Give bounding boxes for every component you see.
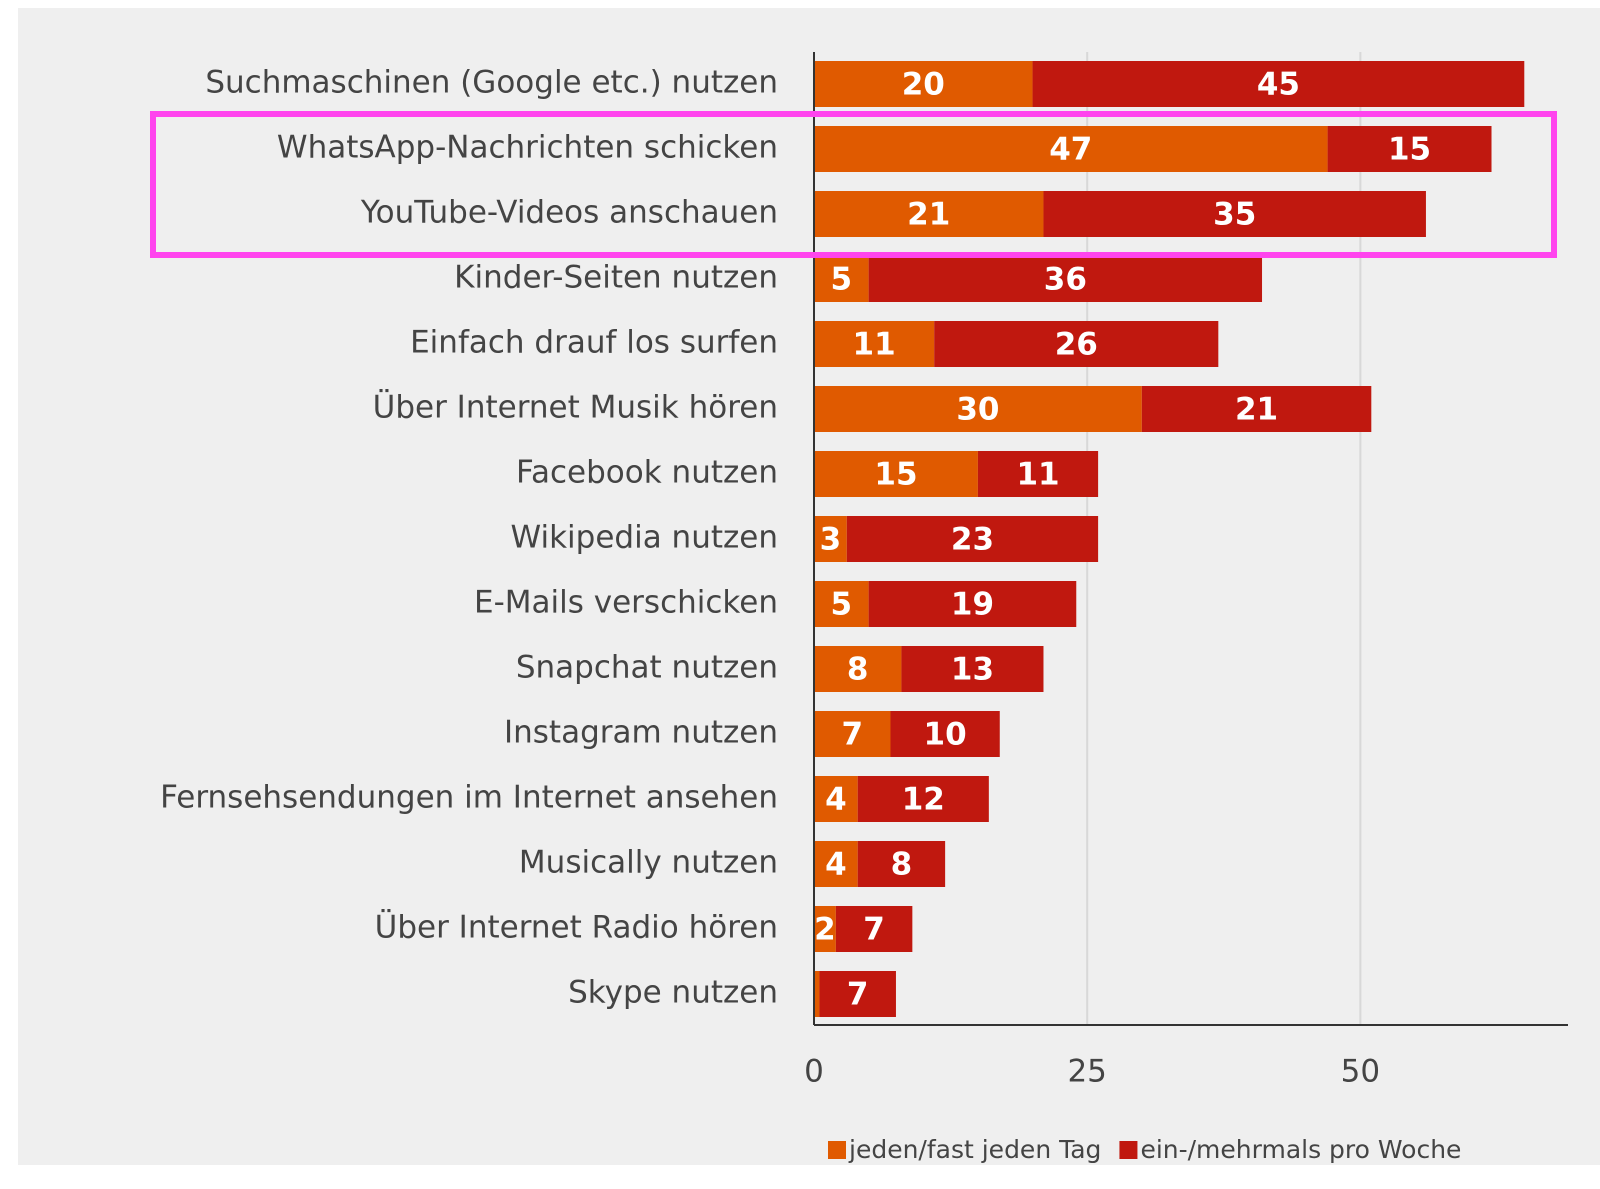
bar-segment — [1141, 386, 1372, 432]
category-label: Musically nutzen — [519, 845, 778, 881]
data-label: 11 — [1016, 457, 1059, 493]
data-label: 21 — [1235, 392, 1278, 428]
bar-segment — [814, 906, 836, 952]
category-label: Snapchat nutzen — [516, 650, 778, 686]
background — [18, 8, 1600, 1165]
bar-segment — [814, 321, 935, 367]
legend-swatch — [1119, 1141, 1138, 1159]
data-label: 4 — [825, 847, 847, 883]
data-label: 13 — [951, 652, 994, 688]
data-label: 11 — [853, 327, 896, 363]
bar-segment — [857, 841, 946, 887]
category-label: YouTube-Videos anschauen — [360, 195, 778, 231]
highlight-box — [150, 111, 1557, 258]
bar-segment — [814, 126, 1328, 172]
data-label: 26 — [1055, 327, 1098, 363]
category-label: Wikipedia nutzen — [511, 520, 778, 556]
bar-segment — [814, 581, 869, 627]
category-label: Kinder-Seiten nutzen — [454, 260, 778, 296]
data-label: 5 — [831, 587, 853, 623]
bar-segment — [868, 256, 1263, 302]
data-label: 12 — [902, 782, 945, 818]
bar-segment — [814, 451, 978, 497]
data-label: 19 — [951, 587, 994, 623]
data-label: 23 — [951, 522, 994, 558]
bar-segment — [1327, 126, 1492, 172]
bar-segment — [1032, 61, 1525, 107]
category-label: Suchmaschinen (Google etc.) nutzen — [205, 65, 778, 101]
data-label: 36 — [1044, 262, 1087, 298]
category-label: Instagram nutzen — [504, 715, 778, 751]
data-label: 15 — [1388, 132, 1431, 168]
bar-segment — [1043, 191, 1426, 237]
bar-segment — [846, 516, 1099, 562]
bar-segment — [977, 451, 1099, 497]
data-label: 7 — [841, 717, 863, 753]
data-label: 5 — [831, 262, 853, 298]
legend-label: ein-/mehrmals pro Woche — [1140, 1135, 1461, 1164]
data-label: 3 — [820, 522, 842, 558]
bar-segment — [814, 256, 869, 302]
category-label: Über Internet Musik hören — [373, 389, 778, 426]
bar-segment — [814, 191, 1044, 237]
data-label: 8 — [891, 847, 913, 883]
category-label: Fernsehsendungen im Internet ansehen — [160, 780, 778, 816]
data-label: 47 — [1049, 132, 1092, 168]
bar-segment — [814, 776, 858, 822]
data-label: 21 — [907, 197, 950, 233]
data-label: 4 — [825, 782, 847, 818]
legend-swatch — [828, 1141, 846, 1159]
data-label: 8 — [847, 652, 869, 688]
bar-segment — [814, 61, 1033, 107]
category-label: E-Mails verschicken — [474, 585, 778, 621]
category-label: Einfach drauf los surfen — [410, 325, 778, 361]
data-label: 2 — [814, 912, 836, 948]
bar-segment — [835, 906, 913, 952]
bar-segment — [819, 971, 896, 1017]
bar-segment — [814, 516, 847, 562]
bar-segment — [890, 711, 1000, 757]
data-label: 15 — [874, 457, 917, 493]
data-label: 30 — [956, 392, 999, 428]
bar-segment — [814, 971, 820, 1017]
bar-segment — [814, 841, 858, 887]
bar-segment — [934, 321, 1219, 367]
x-tick-label: 25 — [1067, 1054, 1106, 1090]
data-label: 20 — [902, 67, 945, 103]
x-tick-label: 50 — [1341, 1054, 1380, 1090]
data-label: 35 — [1213, 197, 1256, 233]
data-label: 45 — [1257, 67, 1300, 103]
bar-segment — [901, 646, 1044, 692]
category-label: Über Internet Radio hören — [375, 909, 778, 946]
x-tick-label: 0 — [804, 1054, 824, 1090]
category-label: Facebook nutzen — [516, 455, 778, 491]
data-label: 7 — [847, 977, 869, 1013]
bar-segment — [857, 776, 989, 822]
bar-segment — [814, 386, 1142, 432]
bar-segment — [814, 711, 891, 757]
data-label: 10 — [924, 717, 967, 753]
legend-label: jeden/fast jeden Tag — [848, 1135, 1101, 1164]
bar-segment — [814, 646, 902, 692]
category-label: Skype nutzen — [568, 975, 778, 1011]
data-label: 7 — [863, 912, 885, 948]
category-label: WhatsApp-Nachrichten schicken — [277, 130, 778, 166]
bar-segment — [868, 581, 1077, 627]
